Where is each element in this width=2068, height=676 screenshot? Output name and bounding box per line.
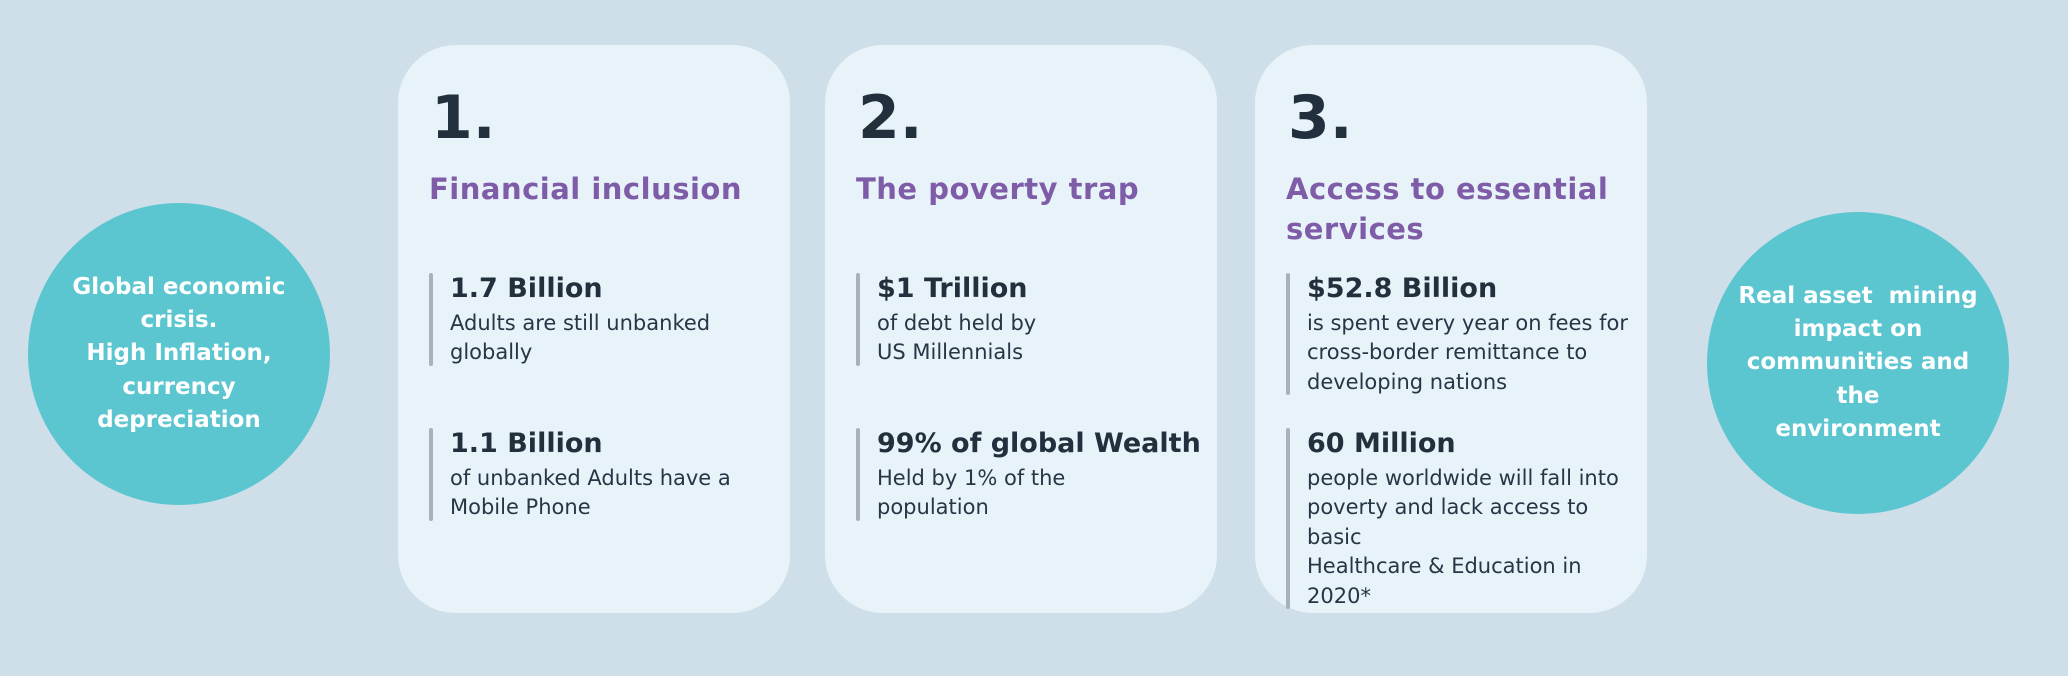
- stat-block: 1.7 Billion Adults are still unbanked gl…: [429, 271, 780, 368]
- mining-impact-circle-text: Real asset mining impact on communities …: [1738, 282, 1978, 443]
- stat-description: of unbanked Adults have a Mobile Phone: [450, 466, 731, 520]
- card-access-essential-services: 3. Access to essential services $52.8 Bi…: [1255, 45, 1647, 613]
- stat-block: 60 Million people worldwide will fall in…: [1286, 426, 1637, 611]
- stat-block: 1.1 Billion of unbanked Adults have a Mo…: [429, 426, 780, 523]
- card-title: Financial inclusion: [429, 172, 742, 206]
- stat-description: Held by 1% of the population: [877, 466, 1066, 520]
- stat-value: 1.1 Billion: [450, 428, 603, 459]
- stat-description: Adults are still unbanked globally: [450, 311, 711, 365]
- stat-value: 99% of global Wealth: [877, 428, 1201, 459]
- card-number: 3.: [1288, 83, 1353, 153]
- global-crisis-circle: Global economic crisis. High Inflation, …: [28, 203, 330, 505]
- stat-description: of debt held by US Millennials: [877, 311, 1037, 365]
- card-title: The poverty trap: [856, 172, 1140, 206]
- card-number: 1.: [431, 83, 496, 153]
- stat-description: people worldwide will fall into poverty …: [1307, 466, 1619, 608]
- stat-value: $1 Trillion: [877, 273, 1028, 304]
- stat-value: 1.7 Billion: [450, 273, 603, 304]
- stat-value: $52.8 Billion: [1307, 273, 1498, 304]
- stat-block: 99% of global Wealth Held by 1% of the p…: [856, 426, 1207, 523]
- mining-impact-circle: Real asset mining impact on communities …: [1707, 212, 2009, 514]
- global-crisis-circle-text: Global economic crisis. High Inflation, …: [72, 273, 286, 434]
- stat-block: $1 Trillion of debt held by US Millennia…: [856, 271, 1207, 368]
- stat-block: $52.8 Billion is spent every year on fee…: [1286, 271, 1637, 397]
- stat-description: is spent every year on fees for cross-bo…: [1307, 311, 1628, 394]
- card-number: 2.: [858, 83, 923, 153]
- card-poverty-trap: 2. The poverty trap $1 Trillion of debt …: [825, 45, 1217, 613]
- stat-value: 60 Million: [1307, 428, 1456, 459]
- card-title: Access to essential services: [1286, 172, 1609, 247]
- card-financial-inclusion: 1. Financial inclusion 1.7 Billion Adult…: [398, 45, 790, 613]
